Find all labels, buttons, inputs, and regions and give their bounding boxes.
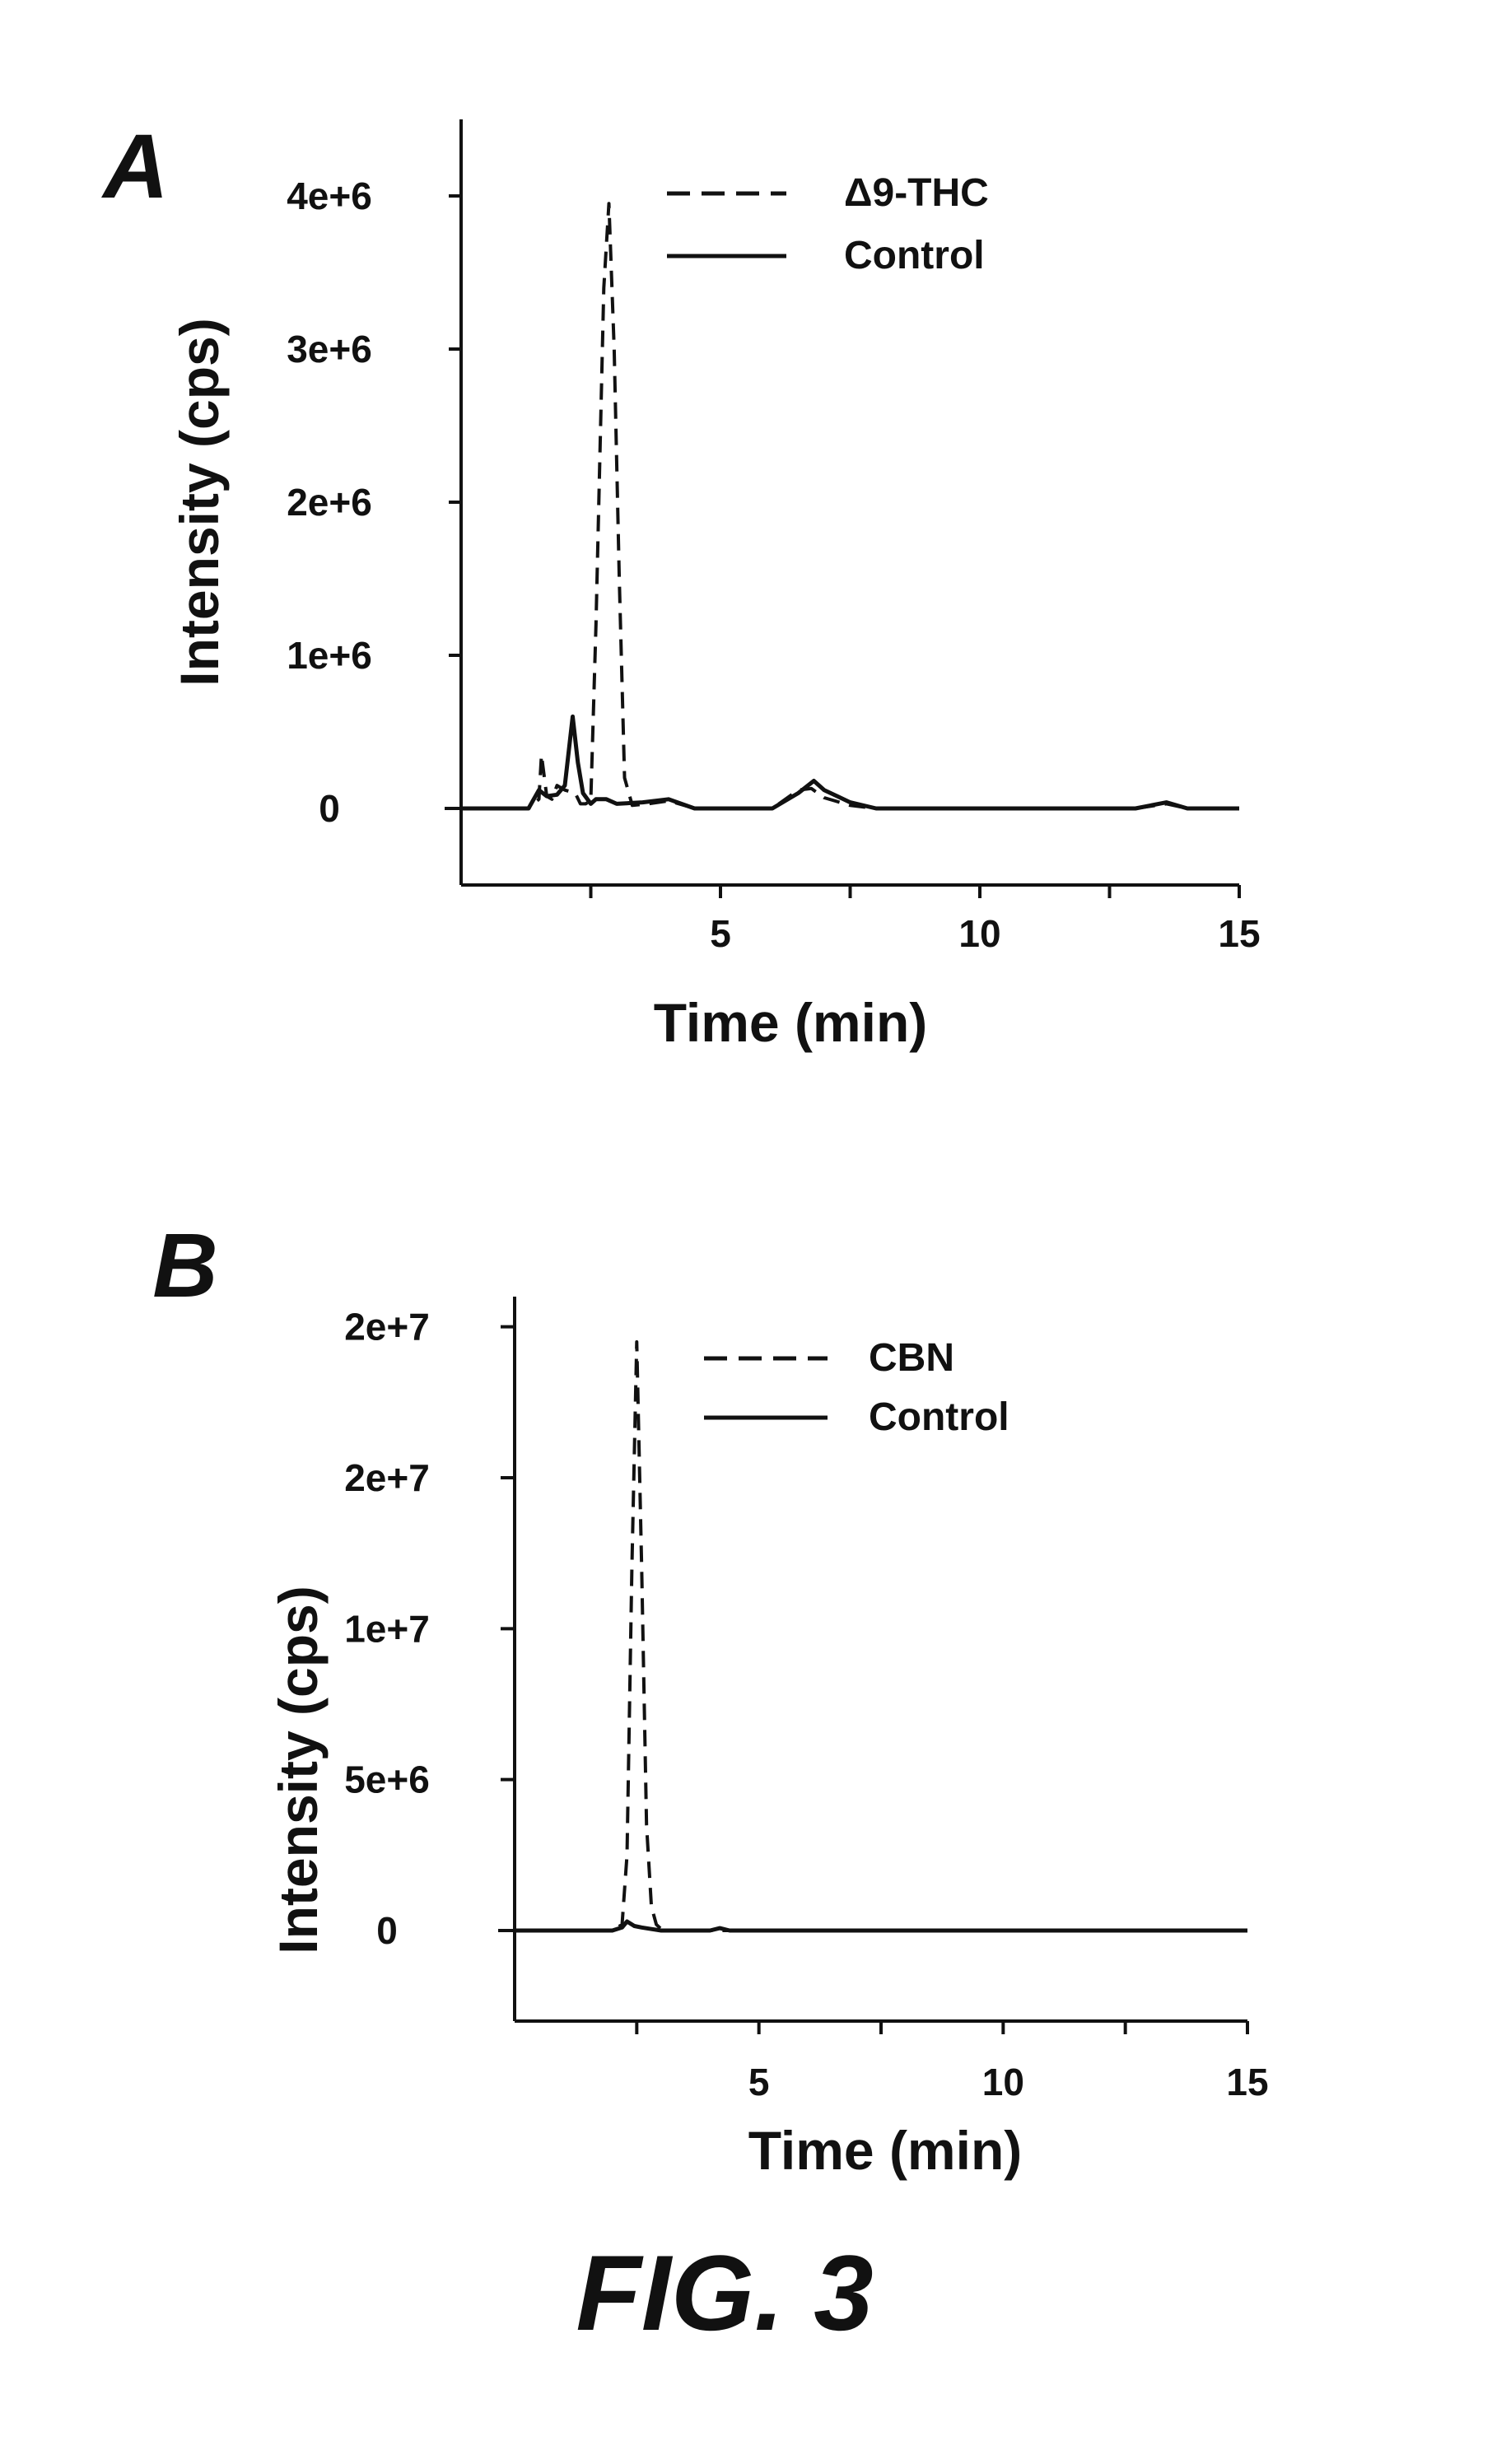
panel-b-y-tick-label: 0 (376, 1909, 398, 1952)
panel-a-y-axis-title: Intensity (cps) (169, 318, 230, 686)
panel-b-legend-label: CBN (869, 1336, 954, 1380)
panel-a-y-tick-label: 2e+6 (287, 481, 372, 524)
panel-a-legend-label: Control (844, 234, 985, 277)
panel-b-x-tick-label: 5 (748, 2061, 770, 2103)
panel-b-y-tick-label: 2e+7 (344, 1306, 430, 1348)
panel-a-x-axis-title: Time (min) (654, 992, 927, 1053)
panel-b-x-tick-label: 15 (1226, 2061, 1268, 2103)
panel-b-legend-label: Control (869, 1395, 1009, 1439)
panel-a-series-line--9-thc (461, 203, 1239, 808)
panel-b-x-axis-title: Time (min) (748, 2120, 1022, 2181)
panel-a-y-tick-label: 0 (319, 787, 340, 830)
figure-label: FIG. 3 (576, 2233, 873, 2353)
panel-a-y-tick-label: 3e+6 (287, 328, 372, 370)
panel-b-y-tick-label: 5e+6 (344, 1758, 430, 1801)
panel-a-series-line-control (461, 716, 1239, 808)
panel-a-y-tick-label: 1e+6 (287, 634, 372, 677)
panel-b-x-tick-label: 10 (982, 2061, 1024, 2103)
panel-a-x-tick-label: 5 (710, 912, 731, 955)
panel-b-series-line-control (515, 1921, 1247, 1931)
panel-a-x-tick-label: 15 (1218, 912, 1260, 955)
panel-b-y-tick-label: 1e+7 (344, 1607, 430, 1650)
panel-a-y-tick-label: 4e+6 (287, 175, 372, 217)
panel-a-letter: A (100, 116, 168, 217)
panel-a-legend-label: Δ9-THC (844, 171, 989, 215)
panel-b-letter: B (152, 1215, 217, 1316)
panel-a-x-tick-label: 10 (958, 912, 1000, 955)
panel-b-y-axis-title: Intensity (cps) (268, 1586, 329, 1954)
panel-b-y-tick-label: 2e+7 (344, 1456, 430, 1499)
